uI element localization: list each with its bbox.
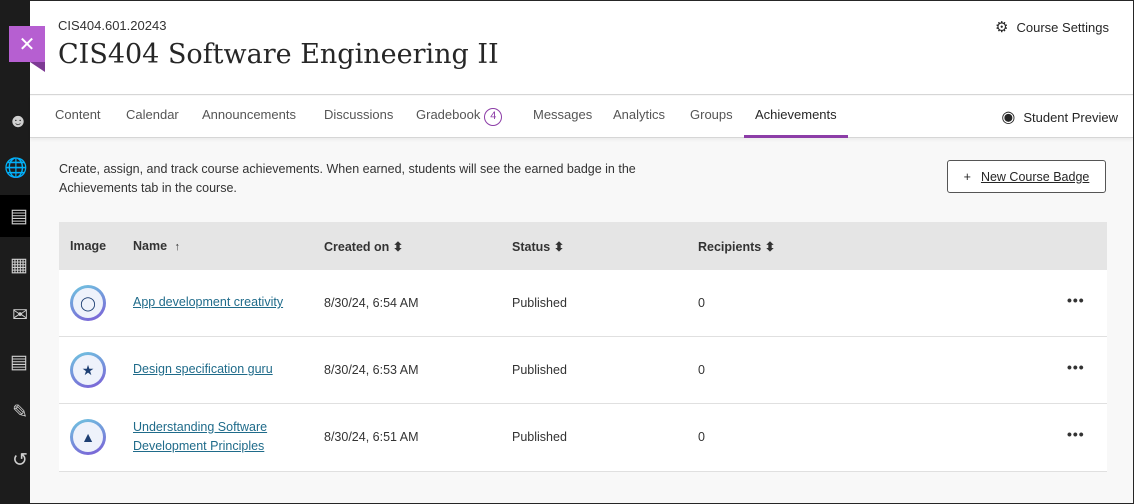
globe-icon[interactable]: 🌐	[4, 158, 28, 179]
sort-icon: ⬍	[764, 240, 776, 254]
more-options-icon[interactable]: •••	[1067, 426, 1085, 442]
created-date: 8/30/24, 6:53 AM	[324, 363, 419, 377]
close-icon: ✕	[18, 33, 36, 56]
col-status[interactable]: Status ⬍	[512, 239, 564, 254]
messages-icon[interactable]: ✉	[12, 304, 28, 326]
sort-icon: ⬍	[553, 240, 565, 254]
badge-image: ◯	[70, 285, 106, 321]
star-icon: ★	[73, 355, 103, 385]
edit-icon[interactable]: ✎	[12, 401, 28, 423]
col-name[interactable]: Name ↑	[133, 239, 180, 253]
tab-calendar[interactable]: Calendar	[126, 107, 179, 122]
table-row: ★ Design specification guru 8/30/24, 6:5…	[59, 337, 1107, 404]
status: Published	[512, 296, 567, 310]
badge-name-link[interactable]: Understanding Software Development Princ…	[133, 420, 268, 453]
course-header: CIS404.601.20243 CIS404 Software Enginee…	[30, 1, 1133, 95]
page-title: CIS404 Software Engineering II	[58, 39, 499, 70]
eye-refresh-icon: ◉	[1001, 109, 1016, 126]
course-page: CIS404.601.20243 CIS404 Software Enginee…	[30, 1, 1133, 503]
new-course-badge-label: New Course Badge	[980, 169, 1090, 184]
profile-icon[interactable]: ☻	[8, 111, 28, 132]
course-tabs: Content Calendar Announcements Discussio…	[30, 96, 1133, 138]
student-preview-label: Student Preview	[1023, 109, 1118, 125]
mountain-flag-icon: ▲	[73, 422, 103, 452]
badge-name-link[interactable]: App development creativity	[133, 295, 284, 309]
gradebook-count-badge: 4	[484, 108, 503, 126]
table-header: Image Name ↑ Created on ⬍ Status ⬍ Recip…	[59, 222, 1107, 270]
courses-icon[interactable]: ▤	[0, 195, 30, 237]
achievements-description: Create, assign, and track course achieve…	[59, 162, 636, 195]
tab-gradebook[interactable]: Gradebook 4	[416, 96, 503, 138]
col-name-label: Name	[133, 239, 168, 253]
tab-messages[interactable]: Messages	[533, 107, 593, 122]
close-button-fold	[30, 62, 45, 72]
recipients: 0	[698, 363, 705, 377]
lightbulb-icon: ◯	[73, 288, 103, 318]
student-preview-button[interactable]: ◉ Student Preview	[1001, 96, 1118, 138]
col-created[interactable]: Created on ⬍	[324, 239, 403, 254]
col-recipients-label: Recipients	[698, 240, 762, 254]
tab-discussions[interactable]: Discussions	[324, 107, 394, 122]
tab-gradebook-label: Gradebook	[416, 107, 481, 122]
course-settings-button[interactable]: ⚙ Course Settings	[995, 18, 1109, 36]
recipients: 0	[698, 296, 705, 310]
created-date: 8/30/24, 6:51 AM	[324, 430, 419, 444]
achievements-table: Image Name ↑ Created on ⬍ Status ⬍ Recip…	[59, 222, 1107, 472]
global-nav-sidebar: ☻ 🌐 ▤ ▦ ✉ ▤ ✎ ↺	[0, 0, 30, 504]
status: Published	[512, 430, 567, 444]
tab-achievements[interactable]: Achievements	[744, 96, 848, 138]
sort-icon: ⬍	[392, 240, 404, 254]
more-options-icon[interactable]: •••	[1067, 292, 1085, 308]
tab-content[interactable]: Content	[55, 107, 101, 122]
sort-asc-icon: ↑	[174, 241, 181, 253]
created-date: 8/30/24, 6:54 AM	[324, 296, 419, 310]
table-row: ▲ Understanding Software Development Pri…	[59, 404, 1107, 472]
table-row: ◯ App development creativity 8/30/24, 6:…	[59, 270, 1107, 337]
badge-image: ▲	[70, 419, 106, 455]
status: Published	[512, 363, 567, 377]
tab-groups[interactable]: Groups	[690, 107, 733, 122]
new-course-badge-button[interactable]: + New Course Badge	[947, 160, 1106, 193]
grades-icon[interactable]: ▤	[10, 351, 28, 373]
col-recipients[interactable]: Recipients ⬍	[698, 239, 775, 254]
more-options-icon[interactable]: •••	[1067, 359, 1085, 375]
tab-announcements[interactable]: Announcements	[202, 107, 296, 122]
tab-analytics[interactable]: Analytics	[613, 107, 666, 122]
close-course-button[interactable]: ✕	[9, 26, 45, 62]
course-code: CIS404.601.20243	[58, 18, 167, 33]
col-created-label: Created on	[324, 240, 390, 254]
plus-icon: +	[963, 169, 971, 184]
col-image: Image	[70, 239, 107, 253]
sign-out-icon[interactable]: ↺	[12, 449, 28, 471]
badge-name-link[interactable]: Design specification guru	[133, 362, 273, 376]
badge-image: ★	[70, 352, 106, 388]
calendar-icon[interactable]: ▦	[10, 254, 28, 276]
col-status-label: Status	[512, 240, 551, 254]
recipients: 0	[698, 430, 705, 444]
gear-icon: ⚙	[995, 19, 1009, 36]
course-settings-label: Course Settings	[1016, 19, 1110, 35]
